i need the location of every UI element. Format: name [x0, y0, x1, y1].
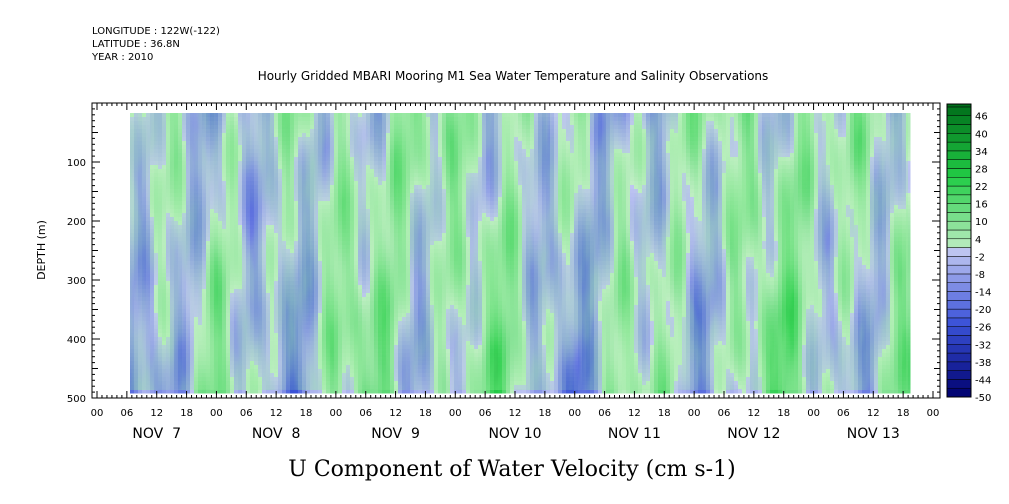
heatmap-cell — [906, 185, 911, 190]
heatmap-cell — [906, 149, 911, 154]
heatmap-cell — [906, 145, 911, 150]
heatmap-cell — [906, 161, 911, 166]
heatmap-cell — [906, 193, 911, 198]
longitude-label: LONGITUDE : 122W(-122) — [92, 26, 220, 37]
heatmap-cell — [906, 137, 911, 142]
heatmap-cell — [906, 201, 911, 206]
heatmap-cell — [906, 165, 911, 170]
latitude-label: LATITUDE : 36.8N — [92, 39, 180, 50]
heatmap-cell — [906, 121, 911, 126]
heatmap-cell — [906, 153, 911, 158]
heatmap-cell — [906, 173, 911, 178]
heatmap-cell — [906, 113, 911, 118]
heatmap-cell — [906, 205, 911, 210]
heatmap-cell — [906, 125, 911, 130]
heatmap-cell — [906, 117, 911, 122]
year-label: YEAR : 2010 — [91, 52, 153, 63]
heatmap-cell — [906, 157, 911, 162]
heatmap-cell — [906, 141, 911, 146]
heatmap-cell — [906, 181, 911, 186]
heatmap-cell — [906, 133, 911, 138]
heatmap-cell — [906, 189, 911, 194]
heatmap-cell — [906, 209, 911, 214]
heatmap-cell — [906, 177, 911, 182]
heatmap-cell — [906, 197, 911, 202]
heatmap-cell — [906, 169, 911, 174]
heatmap-cell — [906, 129, 911, 134]
chart-title: Hourly Gridded MBARI Mooring M1 Sea Wate… — [258, 69, 769, 83]
